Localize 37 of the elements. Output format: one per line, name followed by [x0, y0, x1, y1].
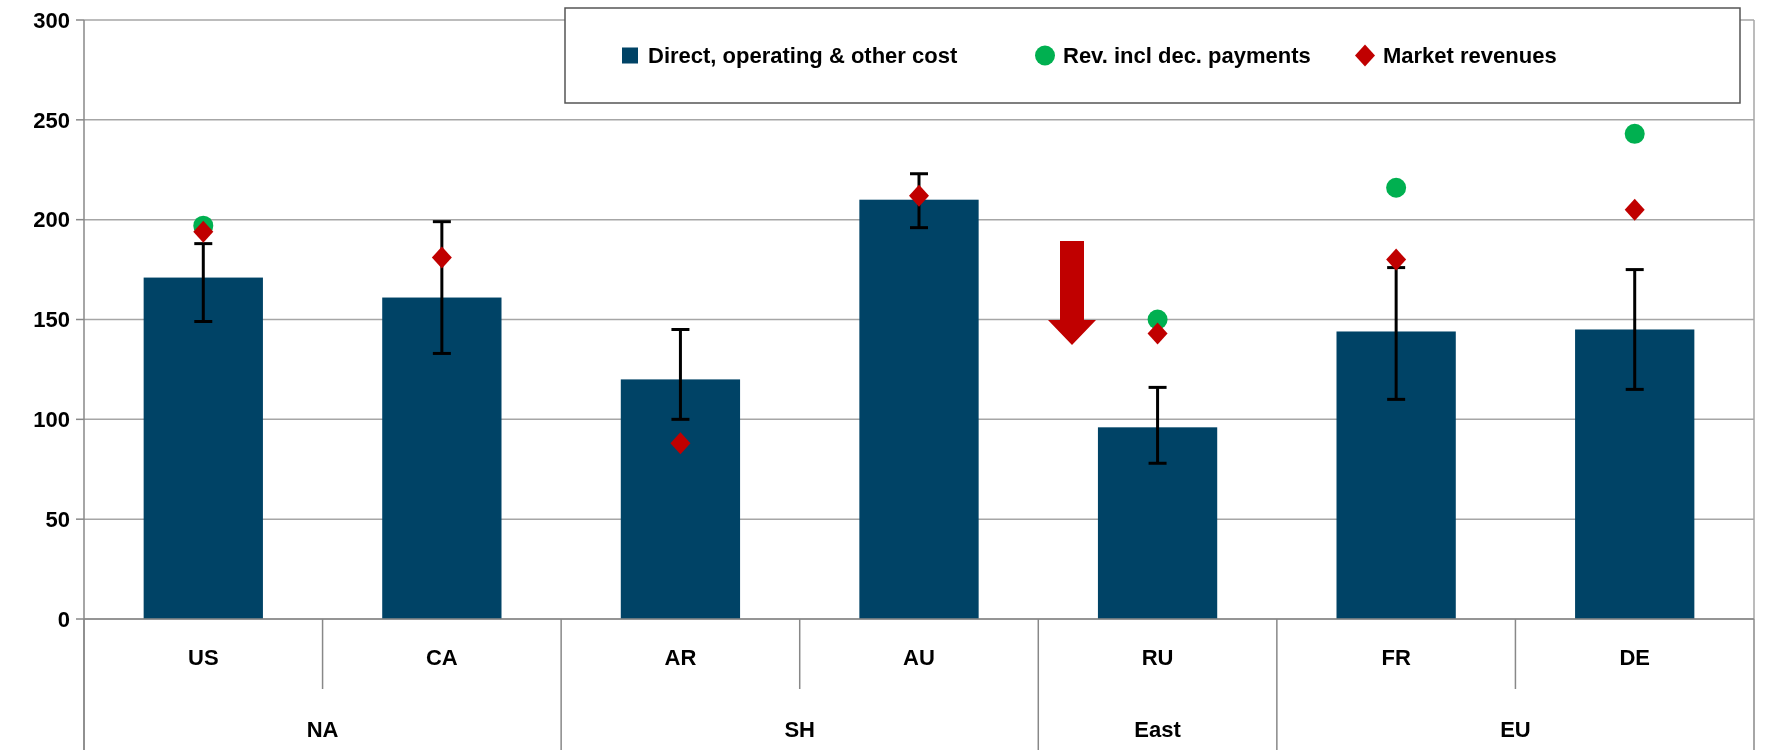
text: EU — [1500, 716, 1531, 742]
text: NA — [306, 716, 339, 742]
bar — [1097, 427, 1218, 619]
y-tick-label: 300 — [33, 7, 70, 33]
y-tick-label: 250 — [33, 107, 70, 133]
point — [1624, 123, 1645, 144]
point — [1624, 198, 1645, 221]
x-tick-label: US — [188, 644, 219, 670]
x-tick-label: AR — [664, 644, 697, 670]
x-tick-label: FR — [1381, 644, 1411, 670]
legend-label: Rev. incl dec. payments — [1063, 43, 1311, 69]
text: East — [1134, 716, 1182, 742]
bar — [1336, 331, 1456, 619]
text: SH — [784, 716, 815, 742]
x-tick-label: CA — [425, 644, 458, 670]
bar — [620, 379, 741, 619]
point — [909, 184, 929, 207]
point — [670, 432, 691, 455]
x-tick-label: RU — [1141, 644, 1174, 670]
y-tick-label: 50 — [45, 506, 70, 532]
bar — [1575, 329, 1695, 619]
x-tick-label: AU — [903, 644, 935, 670]
point — [1386, 177, 1407, 198]
y-tick-label: 100 — [33, 407, 70, 433]
x-tick-label: DE — [1619, 644, 1650, 670]
point — [193, 220, 214, 243]
bar — [859, 199, 979, 619]
point — [1386, 248, 1407, 271]
legend-label: Market revenues — [1383, 43, 1557, 69]
point — [431, 246, 452, 269]
point — [1147, 322, 1168, 345]
bar — [382, 297, 502, 619]
y-tick-label: 0 — [57, 606, 70, 632]
y-tick-label: 150 — [33, 307, 70, 333]
legend-label: Direct, operating & other cost — [648, 43, 958, 69]
bar — [143, 277, 263, 619]
y-tick-label: 200 — [33, 207, 70, 233]
